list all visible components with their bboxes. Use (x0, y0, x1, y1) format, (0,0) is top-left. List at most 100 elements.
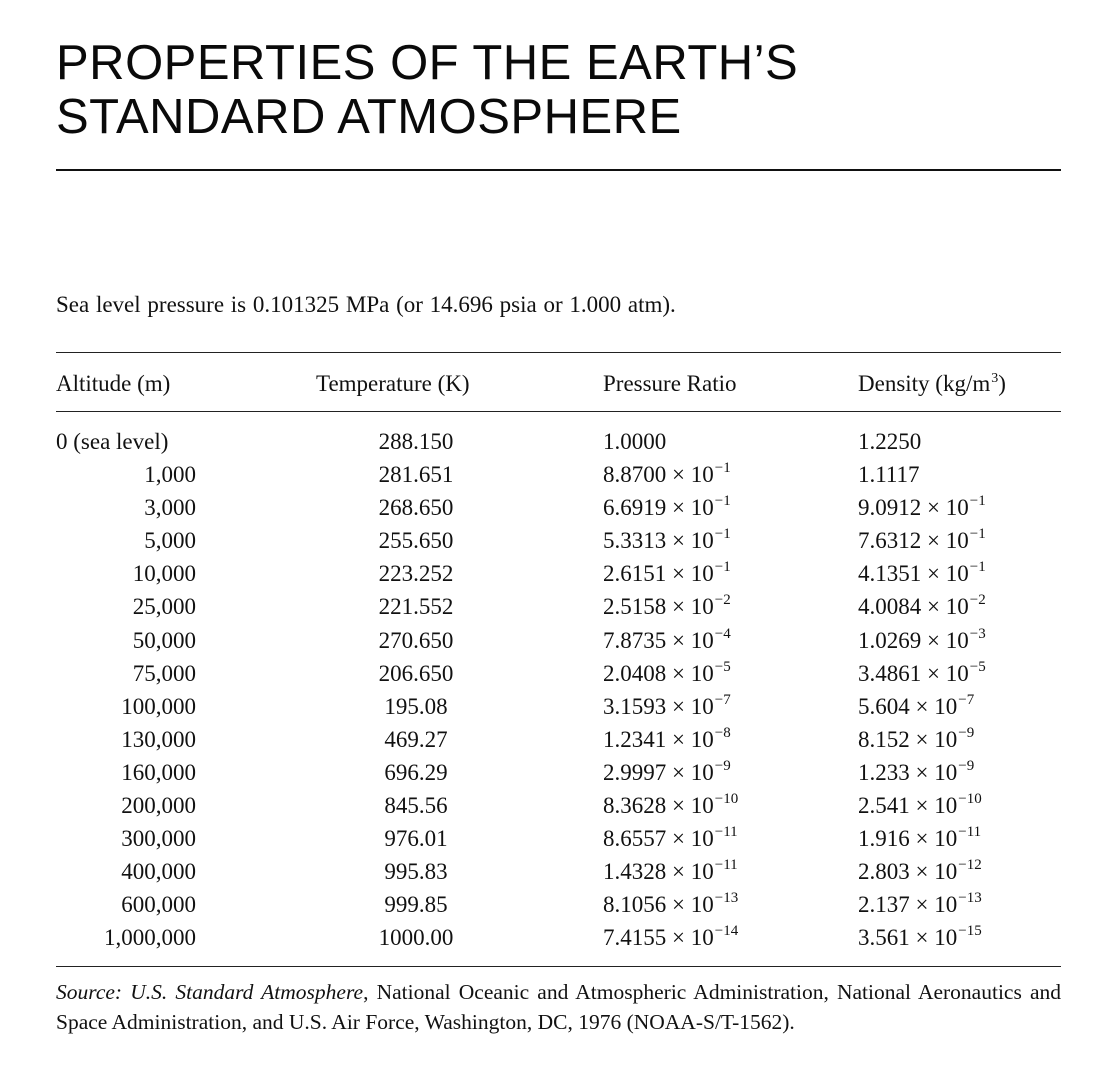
density-exponent: −9 (958, 724, 975, 741)
density-cell: 4.1351 × 10−1 (858, 557, 986, 594)
temperature-cell: 976.01 (384, 826, 448, 852)
temperature-cell: 995.83 (384, 859, 448, 885)
pressure-ratio-exponent: −2 (714, 592, 731, 609)
pressure-ratio-mantissa: 1.2341 × 10 (603, 726, 714, 752)
density-mantissa: 2.803 × 10 (858, 859, 958, 885)
table-row: 130,000 469.27 1.2341 × 10−8 8.152 × 10−9 (56, 723, 1061, 756)
pressure-ratio-mantissa: 8.6557 × 10 (603, 826, 714, 852)
pressure-ratio-cell: 2.5158 × 10−2 (603, 590, 731, 627)
density-cell: 1.0269 × 10−3 (858, 624, 986, 661)
temperature-cell: 845.56 (384, 793, 448, 819)
temperature-cell: 281.651 (378, 462, 454, 488)
density-mantissa: 4.0084 × 10 (858, 594, 969, 620)
pressure-ratio-cell: 1.2341 × 10−8 (603, 723, 731, 760)
density-exponent: −12 (958, 857, 982, 874)
density-cell: 5.604 × 10−7 (858, 690, 974, 727)
table-row: 0 (sea level) 288.150 1.0000 1.2250 (56, 425, 1061, 458)
density-cell: 8.152 × 10−9 (858, 723, 974, 760)
density-mantissa: 2.137 × 10 (858, 892, 958, 918)
table-row: 200,000 845.56 8.3628 × 10−10 2.541 × 10−10 (56, 789, 1061, 822)
pressure-ratio-mantissa: 8.1056 × 10 (603, 892, 714, 918)
density-cell: 1.1117 (858, 458, 920, 491)
pressure-ratio-cell: 5.3313 × 10−1 (603, 524, 731, 561)
pressure-ratio-mantissa: 2.5158 × 10 (603, 594, 714, 620)
pressure-ratio-cell: 8.6557 × 10−11 (603, 822, 738, 859)
density-mantissa: 5.604 × 10 (858, 693, 958, 719)
altitude-cell: 0 (sea level) (56, 429, 169, 454)
pressure-ratio-cell: 2.9997 × 10−9 (603, 756, 731, 793)
density-exponent: −1 (969, 493, 986, 510)
density-exponent: −3 (969, 625, 986, 642)
pressure-ratio-cell: 8.3628 × 10−10 (603, 789, 738, 826)
table-header-rule (56, 411, 1061, 412)
source-citation: , National Oceanic and Atmospheric Admin… (56, 980, 1062, 1034)
altitude-cell: 600,000 (121, 892, 196, 918)
table-top-rule (56, 352, 1061, 353)
density-mantissa: 1.916 × 10 (858, 826, 958, 852)
altitude-cell: 400,000 (121, 859, 196, 885)
header-density: Density (kg/m3) (858, 367, 1006, 405)
pressure-ratio-mantissa: 3.1593 × 10 (603, 693, 714, 719)
header-pressure-ratio: Pressure Ratio (603, 371, 737, 396)
pressure-ratio-exponent: −10 (714, 791, 739, 808)
pressure-ratio-mantissa: 7.8735 × 10 (603, 627, 714, 653)
altitude-cell: 200,000 (121, 793, 196, 819)
temperature-cell: 1000.00 (378, 925, 454, 951)
table-row: 10,000 223.252 2.6151 × 10−1 4.1351 × 10−1 (56, 557, 1061, 590)
pressure-ratio-exponent: −1 (714, 526, 731, 543)
pressure-ratio-cell: 1.0000 (603, 425, 666, 458)
table-row: 75,000 206.650 2.0408 × 10−5 3.4861 × 10−5 (56, 657, 1061, 690)
pressure-ratio-cell: 8.1056 × 10−13 (603, 888, 738, 925)
density-exponent: −2 (969, 592, 986, 609)
pressure-ratio-exponent: −11 (714, 857, 738, 874)
pressure-ratio-exponent: −1 (714, 460, 731, 477)
temperature-cell: 288.150 (378, 429, 454, 454)
page-title: PROPERTIES OF THE EARTH’S STANDARD ATMOS… (56, 36, 798, 144)
density-mantissa: 2.541 × 10 (858, 793, 958, 819)
pressure-ratio-mantissa: 5.3313 × 10 (603, 528, 714, 554)
table-body: 0 (sea level) 288.150 1.0000 1.2250 1,000 281… (56, 425, 1061, 955)
table-row: 3,000 268.650 6.6919 × 10−1 9.0912 × 10−1 (56, 491, 1061, 524)
source-work-title: U.S. Standard Atmosphere (130, 980, 364, 1004)
temperature-cell: 268.650 (378, 495, 454, 521)
density-cell: 9.0912 × 10−1 (858, 491, 986, 528)
table-row: 300,000 976.01 8.6557 × 10−11 1.916 × 10−11 (56, 822, 1061, 855)
density-cell: 1.2250 (858, 425, 921, 458)
temperature-cell: 221.552 (378, 594, 454, 620)
density-cell: 2.541 × 10−10 (858, 789, 982, 826)
title-divider (56, 169, 1061, 171)
density-mantissa: 4.1351 × 10 (858, 561, 969, 587)
pressure-ratio-exponent: −9 (714, 757, 731, 774)
altitude-cell: 50,000 (132, 627, 196, 653)
temperature-cell: 999.85 (384, 892, 448, 918)
density-exponent: −11 (958, 824, 982, 841)
density-exponent: −15 (958, 923, 982, 940)
header-temperature: Temperature (K) (316, 371, 470, 396)
pressure-ratio-cell: 6.6919 × 10−1 (603, 491, 731, 528)
title-line-2: STANDARD ATMOSPHERE (56, 90, 682, 144)
density-mantissa: 3.561 × 10 (858, 925, 958, 951)
temperature-cell: 270.650 (378, 627, 454, 653)
altitude-cell: 300,000 (121, 826, 196, 852)
source-label: Source: (56, 980, 123, 1004)
altitude-cell: 75,000 (132, 660, 196, 686)
pressure-ratio-mantissa: 8.3628 × 10 (603, 793, 714, 819)
table-row: 100,000 195.08 3.1593 × 10−7 5.604 × 10−7 (56, 690, 1061, 723)
pressure-ratio-exponent: −11 (714, 824, 738, 841)
density-mantissa: 8.152 × 10 (858, 726, 958, 752)
pressure-ratio-mantissa: 2.0408 × 10 (603, 660, 714, 686)
pressure-ratio-cell: 1.4328 × 10−11 (603, 855, 738, 892)
header-density-close: ) (998, 371, 1006, 396)
header-row: Altitude (m) Temperature (K) Pressure Ra… (56, 367, 1061, 401)
pressure-ratio-exponent: −8 (714, 724, 731, 741)
altitude-cell: 25,000 (132, 594, 196, 620)
pressure-ratio-exponent: −1 (714, 559, 731, 576)
altitude-cell: 5,000 (144, 528, 196, 554)
pressure-ratio-exponent: −14 (714, 923, 739, 940)
pressure-ratio-mantissa: 7.4155 × 10 (603, 925, 714, 951)
pressure-ratio-cell: 3.1593 × 10−7 (603, 690, 731, 727)
altitude-cell: 1,000 (144, 462, 196, 488)
density-mantissa: 1.0269 × 10 (858, 627, 969, 653)
temperature-cell: 255.650 (378, 528, 454, 554)
density-cell: 2.137 × 10−13 (858, 888, 982, 925)
